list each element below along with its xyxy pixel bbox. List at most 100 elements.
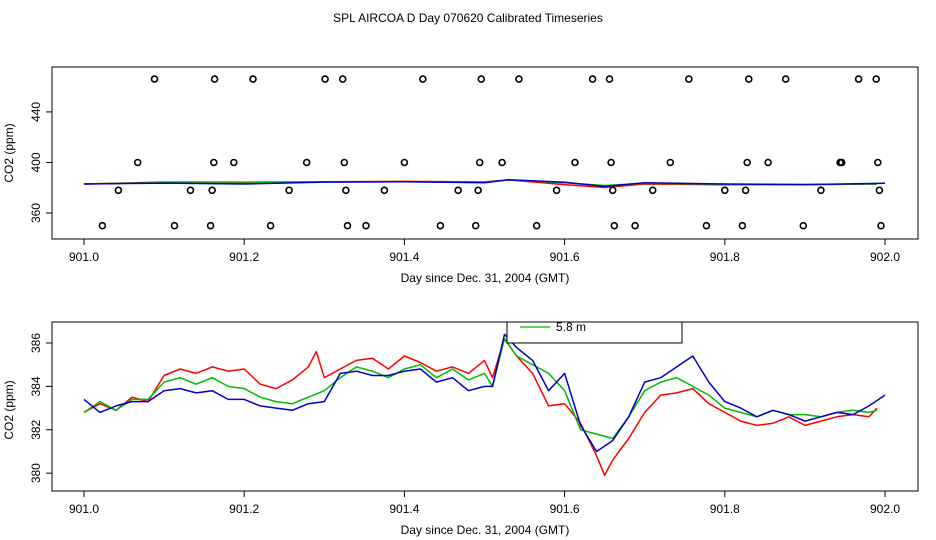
calibration-point — [588, 75, 597, 83]
bottom-y-axis: 380 382 384 386 — [29, 333, 52, 483]
calibration-point — [764, 158, 772, 167]
x-tick-label: 901.2 — [229, 502, 259, 516]
calibration-point — [631, 221, 639, 230]
series-line-5-8-m — [83, 337, 878, 440]
bottom-y-axis-label: CO2 (ppm) — [2, 380, 16, 439]
calibration-point — [875, 186, 884, 195]
series-line-blue — [83, 179, 886, 188]
calibration-point — [877, 221, 885, 230]
bottom-x-axis: 901.0 901.2 901.4 901.6 901.8 902.0 — [69, 490, 900, 516]
calibration-point — [515, 75, 523, 83]
bottom-plot-frame — [51, 321, 919, 492]
y-tick-label: 440 — [29, 102, 43, 122]
x-tick-label: 901.8 — [710, 250, 740, 264]
x-tick-label: 901.6 — [550, 250, 580, 264]
calibration-point — [321, 75, 329, 83]
x-tick-label: 902.0 — [870, 502, 900, 516]
calibration-point — [230, 158, 238, 167]
figure-title: SPL AIRCOA D Day 070620 Calibrated Times… — [333, 11, 603, 25]
x-tick-label: 901.6 — [550, 502, 580, 516]
bottom-series-lines — [83, 333, 886, 477]
calibration-point — [872, 75, 881, 83]
calibration-point — [571, 158, 579, 167]
x-tick-label: 902.0 — [870, 250, 900, 264]
x-tick-label: 901.4 — [389, 250, 419, 264]
top-series-lines — [83, 179, 886, 189]
calibration-point — [743, 158, 752, 167]
calibration-point — [380, 186, 389, 195]
calibration-point — [208, 186, 216, 195]
calibration-point — [738, 221, 747, 230]
calibration-point — [684, 75, 693, 83]
legend-label-5-8-m: 5.8 m — [556, 320, 586, 334]
calibration-point — [817, 186, 825, 195]
calibration-point — [605, 75, 614, 83]
y-tick-label: 382 — [29, 419, 43, 439]
top-y-axis-label: CO2 (ppm) — [2, 123, 16, 182]
y-tick-label: 360 — [29, 203, 43, 223]
calibration-point — [362, 221, 370, 230]
calibration-point — [666, 158, 675, 167]
calibration-point — [114, 186, 123, 195]
top-x-axis: 901.0 901.2 901.4 901.6 901.8 902.0 — [69, 238, 900, 264]
y-tick-label: 380 — [29, 463, 43, 483]
calibration-point — [744, 75, 753, 83]
calibration-point — [498, 158, 506, 167]
top-panel: 901.0 901.2 901.4 901.6 901.8 902.0 360 400 440… — [2, 66, 919, 285]
calibration-point — [552, 186, 561, 195]
bottom-panel: 901.0 901.2 901.4 901.6 901.8 902.0 380 382 384… — [2, 320, 919, 537]
legend: 5.8 m — [506, 320, 683, 344]
calibration-point — [133, 158, 142, 167]
calibration-point — [418, 75, 427, 83]
calibration-point — [471, 221, 480, 230]
calibration-point — [340, 158, 349, 167]
calibration-point — [607, 158, 615, 167]
calibration-point — [98, 221, 107, 230]
calibration-point — [475, 158, 484, 167]
x-tick-label: 901.0 — [69, 502, 99, 516]
calibration-point — [702, 221, 711, 230]
calibration-point — [266, 221, 275, 230]
x-tick-label: 901.2 — [229, 250, 259, 264]
calibration-point — [608, 186, 617, 195]
calibration-point — [474, 186, 482, 195]
y-tick-label: 400 — [29, 152, 43, 172]
calibration-point — [436, 221, 445, 230]
calibration-point — [400, 158, 409, 167]
x-tick-label: 901.4 — [389, 502, 419, 516]
calibration-point — [854, 75, 863, 83]
x-tick-label: 901.0 — [69, 250, 99, 264]
x-tick-label: 901.8 — [710, 502, 740, 516]
calibration-point — [454, 186, 462, 195]
calibration-point — [720, 186, 729, 195]
top-y-axis: 360 400 440 — [29, 102, 52, 223]
calibration-point — [799, 221, 808, 230]
calibration-point — [150, 75, 159, 83]
calibration-point — [342, 186, 350, 195]
calibration-point — [741, 186, 750, 195]
calibration-point — [170, 221, 179, 230]
calibration-point — [837, 158, 846, 167]
y-tick-label: 384 — [29, 376, 43, 396]
calibration-point — [873, 158, 882, 167]
top-x-axis-label: Day since Dec. 31, 2004 (GMT) — [401, 271, 570, 285]
bottom-x-axis-label: Day since Dec. 31, 2004 (GMT) — [401, 523, 570, 537]
top-plot-frame — [51, 66, 919, 240]
calibration-point — [302, 158, 311, 167]
calibration-point — [477, 75, 486, 83]
calibration-point — [532, 221, 541, 230]
top-calibration-points — [98, 75, 885, 230]
calibration-point — [186, 186, 195, 195]
legend-box — [506, 321, 683, 344]
calibration-point — [206, 221, 215, 230]
calibration-point — [210, 75, 219, 83]
calibration-point — [610, 221, 619, 230]
calibration-point — [338, 75, 347, 83]
calibration-point — [210, 158, 218, 167]
calibration-point — [781, 75, 790, 83]
calibration-point — [249, 75, 257, 83]
calibration-point — [343, 221, 352, 230]
calibration-point — [648, 186, 657, 195]
series-line-red — [83, 337, 878, 477]
